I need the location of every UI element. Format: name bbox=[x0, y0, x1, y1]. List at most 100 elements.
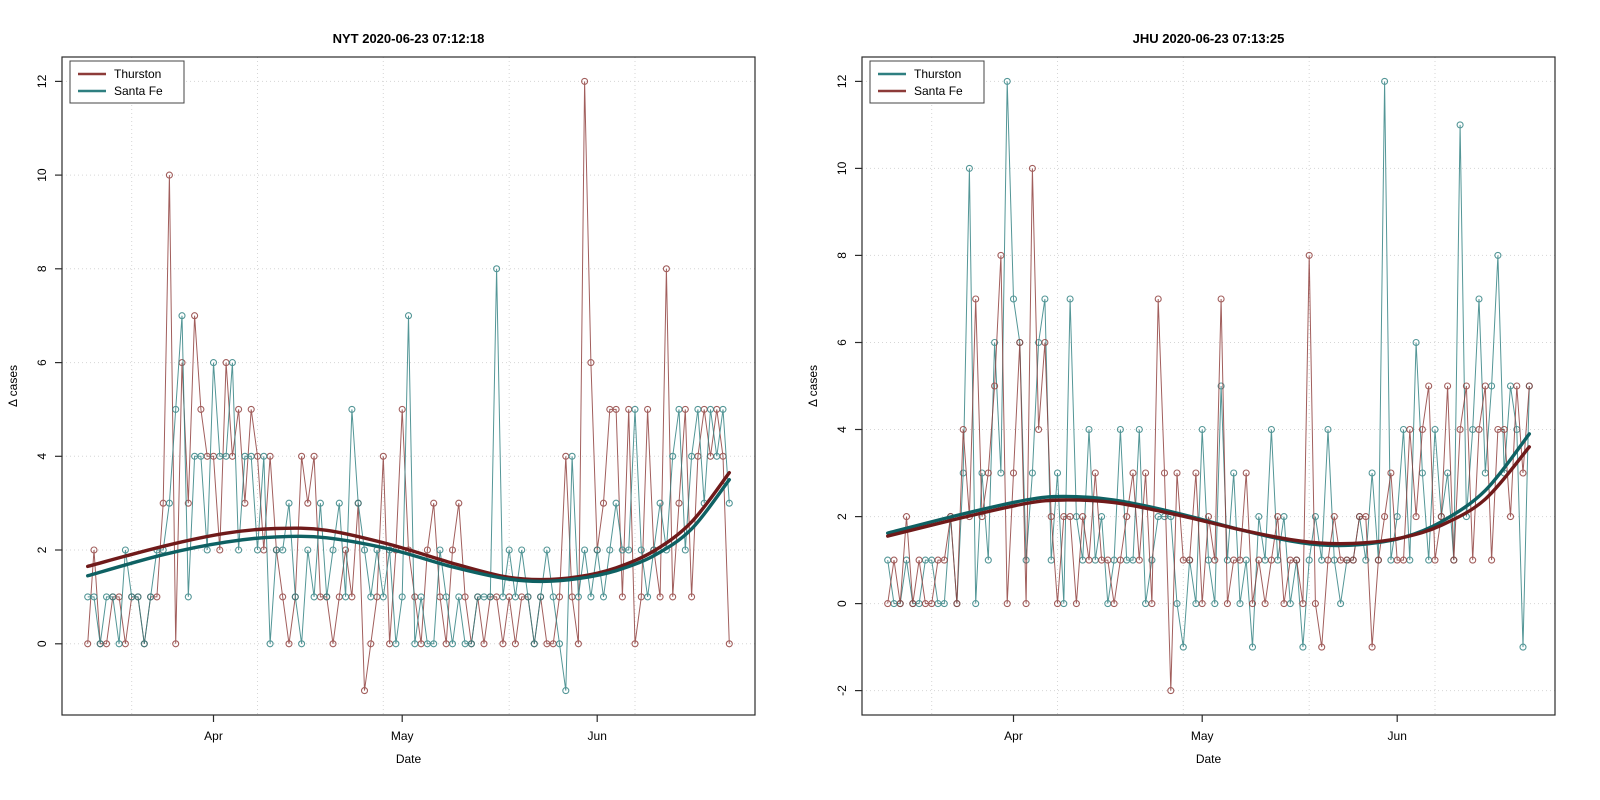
data-point bbox=[1374, 556, 1382, 564]
data-point bbox=[543, 546, 551, 554]
data-point bbox=[1267, 556, 1275, 564]
data-point bbox=[1116, 556, 1124, 564]
trend-line-santa-fe bbox=[86, 478, 731, 584]
data-point bbox=[84, 640, 92, 648]
data-point bbox=[1053, 600, 1062, 608]
grid-lines bbox=[62, 57, 755, 715]
data-point bbox=[1192, 469, 1200, 477]
data-point bbox=[511, 640, 519, 648]
data-point bbox=[235, 405, 243, 413]
data-point bbox=[1211, 556, 1219, 564]
data-point bbox=[1519, 469, 1527, 477]
data-point bbox=[455, 499, 463, 507]
data-point bbox=[1116, 425, 1124, 434]
data-point bbox=[140, 640, 148, 648]
data-point bbox=[147, 593, 155, 601]
data-point bbox=[228, 359, 236, 367]
data-point bbox=[1148, 556, 1156, 564]
data-point bbox=[1525, 382, 1533, 390]
chart-panel-nyt: NYT 2020-06-23 07:12:18 Δ cases Apr May Ju… bbox=[6, 31, 756, 766]
data-point bbox=[1412, 338, 1420, 347]
data-point bbox=[1399, 556, 1408, 564]
data-point bbox=[991, 338, 999, 347]
data-point bbox=[505, 546, 513, 554]
x-tick-label: Jun bbox=[588, 729, 607, 743]
data-point bbox=[216, 546, 224, 554]
data-point bbox=[574, 640, 582, 648]
data-point bbox=[1450, 556, 1458, 564]
data-point bbox=[1135, 425, 1143, 434]
data-point bbox=[1186, 556, 1194, 564]
data-point bbox=[524, 593, 532, 601]
data-point bbox=[694, 405, 702, 413]
data-point bbox=[1462, 382, 1470, 390]
legend-label-santa-fe: Santa Fe bbox=[914, 84, 963, 98]
data-point bbox=[448, 640, 457, 648]
data-point bbox=[915, 556, 923, 564]
data-point bbox=[1028, 164, 1036, 172]
data-point bbox=[1299, 643, 1307, 651]
data-point bbox=[631, 640, 639, 648]
data-point bbox=[178, 312, 186, 320]
data-point bbox=[455, 593, 463, 601]
data-point bbox=[1148, 600, 1156, 608]
data-point bbox=[222, 452, 230, 460]
data-point bbox=[688, 593, 696, 601]
data-point bbox=[417, 593, 425, 601]
data-point bbox=[940, 556, 948, 564]
y-tick-label: 0 bbox=[35, 640, 49, 647]
data-point bbox=[1368, 469, 1376, 477]
data-point bbox=[1236, 600, 1244, 608]
y-tick-label: 8 bbox=[35, 265, 49, 272]
data-point bbox=[1079, 513, 1087, 521]
data-point bbox=[1066, 295, 1074, 303]
data-point bbox=[953, 600, 961, 608]
data-point bbox=[298, 640, 306, 648]
data-point bbox=[442, 593, 450, 601]
data-point bbox=[304, 546, 312, 554]
data-point bbox=[568, 452, 576, 460]
data-point bbox=[310, 593, 318, 601]
data-point bbox=[959, 425, 967, 434]
data-point bbox=[581, 546, 589, 554]
data-point bbox=[1267, 425, 1275, 434]
data-point bbox=[1311, 513, 1319, 521]
data-point bbox=[1016, 338, 1024, 347]
data-point bbox=[1261, 600, 1269, 608]
data-point bbox=[1230, 469, 1238, 477]
y-tick-label: 0 bbox=[835, 600, 849, 607]
x-axis: Apr May Jun bbox=[204, 715, 607, 743]
data-point bbox=[304, 499, 312, 507]
data-point bbox=[965, 164, 973, 172]
y-tick-label: 10 bbox=[35, 168, 49, 182]
data-point bbox=[430, 499, 438, 507]
data-point bbox=[1488, 556, 1496, 564]
data-point bbox=[90, 546, 98, 554]
data-point bbox=[581, 77, 589, 85]
grid-lines bbox=[862, 57, 1555, 715]
data-point bbox=[499, 593, 507, 601]
data-point bbox=[121, 546, 129, 554]
data-point bbox=[285, 499, 293, 507]
x-tick-label: May bbox=[391, 729, 414, 743]
data-point bbox=[197, 452, 205, 460]
data-point bbox=[1110, 600, 1118, 608]
data-point bbox=[606, 546, 614, 554]
plot-svg-nyt: Apr May Jun 0 2 4 6 8 10 12 Thurston Santa Fe bbox=[35, 56, 756, 743]
data-point bbox=[329, 546, 337, 554]
data-point bbox=[1255, 513, 1263, 521]
series-line bbox=[887, 168, 1530, 691]
data-point bbox=[1381, 513, 1389, 521]
data-point bbox=[172, 640, 180, 648]
data-point bbox=[90, 593, 98, 601]
data-point bbox=[411, 640, 419, 648]
data-point bbox=[719, 405, 727, 413]
data-point bbox=[1406, 425, 1414, 434]
data-point bbox=[1041, 295, 1049, 303]
data-point bbox=[367, 640, 375, 648]
legend-label-thurston: Thurston bbox=[114, 67, 161, 81]
data-point bbox=[1104, 556, 1112, 564]
trend-line-thurston bbox=[86, 471, 731, 582]
data-point bbox=[518, 546, 526, 554]
data-point bbox=[644, 593, 652, 601]
